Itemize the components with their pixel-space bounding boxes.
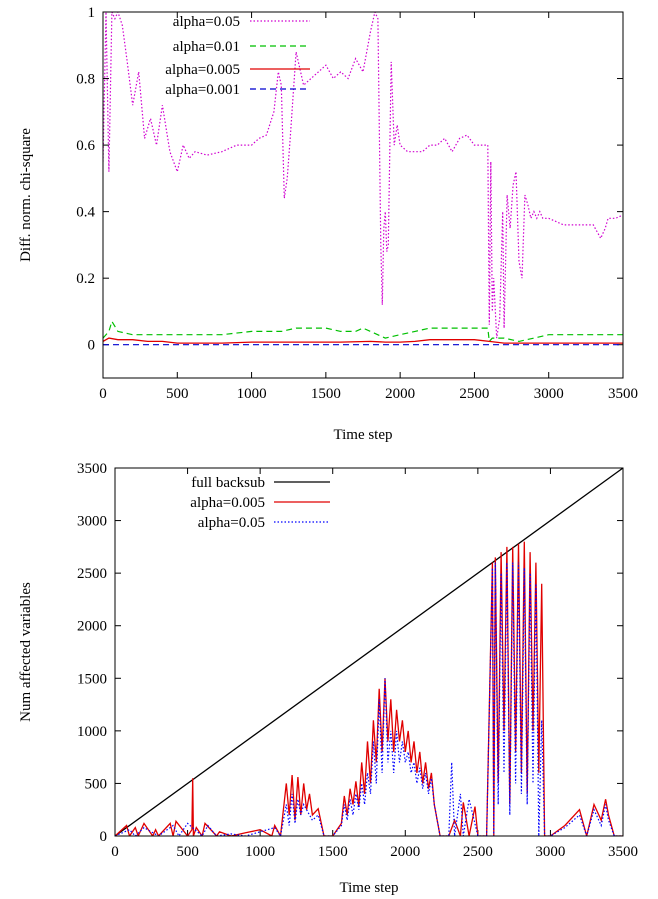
series-line-alpha-0-005 xyxy=(115,541,623,836)
x-tick-label: 1500 xyxy=(311,386,341,402)
y-tick-label: 3000 xyxy=(77,514,107,530)
y-tick-label: 3500 xyxy=(77,461,107,477)
x-tick-label: 3000 xyxy=(535,844,565,860)
series-line-alpha-0-01 xyxy=(103,319,623,343)
chart-affected-variables: 0 500 1000 1500 2000 2500 3000 3500 0 500 1000 1500… xyxy=(18,461,638,896)
x-tick-label: 1000 xyxy=(245,844,275,860)
y-axis-label: Diff. norm. chi-square xyxy=(18,128,34,262)
legend-label-alpha-0.05: alpha=0.05 xyxy=(198,515,265,531)
legend-label-full-backsub: full backsub xyxy=(191,475,265,491)
y-tick-label: 500 xyxy=(85,776,108,792)
x-axis-label: Time step xyxy=(339,880,398,896)
legend-label-alpha-0.005: alpha=0.005 xyxy=(190,495,265,511)
y-tick-label: 1000 xyxy=(77,724,107,740)
legend: alpha=0.05 alpha=0.01 alpha=0.005 alpha=… xyxy=(165,14,310,98)
x-tick-label: 3500 xyxy=(608,386,638,402)
x-axis-label: Time step xyxy=(333,427,392,443)
x-tick-label: 2500 xyxy=(459,386,489,402)
legend: full backsub alpha=0.005 alpha=0.05 xyxy=(190,475,330,531)
y-tick-label: 2500 xyxy=(77,566,107,582)
series-line-alpha-0-05 xyxy=(103,12,623,339)
x-tick-label: 0 xyxy=(99,386,107,402)
tick-labels: 0 500 1000 1500 2000 2500 3000 3500 0 0.2 0.4 0.6 0.… xyxy=(76,5,638,402)
legend-label-alpha-0.001: alpha=0.001 xyxy=(165,82,240,98)
y-tick-label: 0.4 xyxy=(76,205,95,221)
y-tick-label: 0 xyxy=(88,338,96,354)
series-line-alpha-0-05 xyxy=(115,562,623,836)
tick-labels: 0 500 1000 1500 2000 2500 3000 3500 0 500 1000 1500… xyxy=(77,461,638,860)
y-axis-label: Num affected variables xyxy=(18,582,34,722)
y-tick-label: 1500 xyxy=(77,671,107,687)
x-tick-label: 1500 xyxy=(318,844,348,860)
plot-series xyxy=(103,12,623,346)
series-line-alpha-0-005 xyxy=(103,337,623,344)
y-tick-label: 0.2 xyxy=(76,271,95,287)
axis-ticks xyxy=(102,11,624,378)
x-tick-label: 3000 xyxy=(534,386,564,402)
chart-chi-square: 0 500 1000 1500 2000 2500 3000 3500 0 0.2 0.4 0.6 0.… xyxy=(18,5,638,443)
x-tick-label: 3500 xyxy=(608,844,638,860)
plot-frame xyxy=(102,11,624,379)
plot-series xyxy=(115,468,623,836)
x-tick-label: 500 xyxy=(166,386,189,402)
x-tick-label: 2000 xyxy=(390,844,420,860)
x-tick-label: 0 xyxy=(111,844,119,860)
legend-label-alpha-0.005: alpha=0.005 xyxy=(165,62,240,78)
legend-label-alpha-0.05: alpha=0.05 xyxy=(173,14,240,30)
x-tick-label: 2000 xyxy=(385,386,415,402)
series-line-full-backsub xyxy=(115,468,623,836)
x-tick-label: 2500 xyxy=(463,844,493,860)
y-tick-label: 1 xyxy=(88,5,96,21)
x-tick-label: 1000 xyxy=(237,386,267,402)
legend-label-alpha-0.01: alpha=0.01 xyxy=(173,39,240,55)
y-tick-label: 0 xyxy=(100,829,108,845)
x-tick-label: 500 xyxy=(176,844,199,860)
y-tick-label: 0.6 xyxy=(76,138,95,154)
plot-frame xyxy=(114,467,624,837)
y-tick-label: 0.8 xyxy=(76,72,95,88)
y-tick-label: 2000 xyxy=(77,619,107,635)
